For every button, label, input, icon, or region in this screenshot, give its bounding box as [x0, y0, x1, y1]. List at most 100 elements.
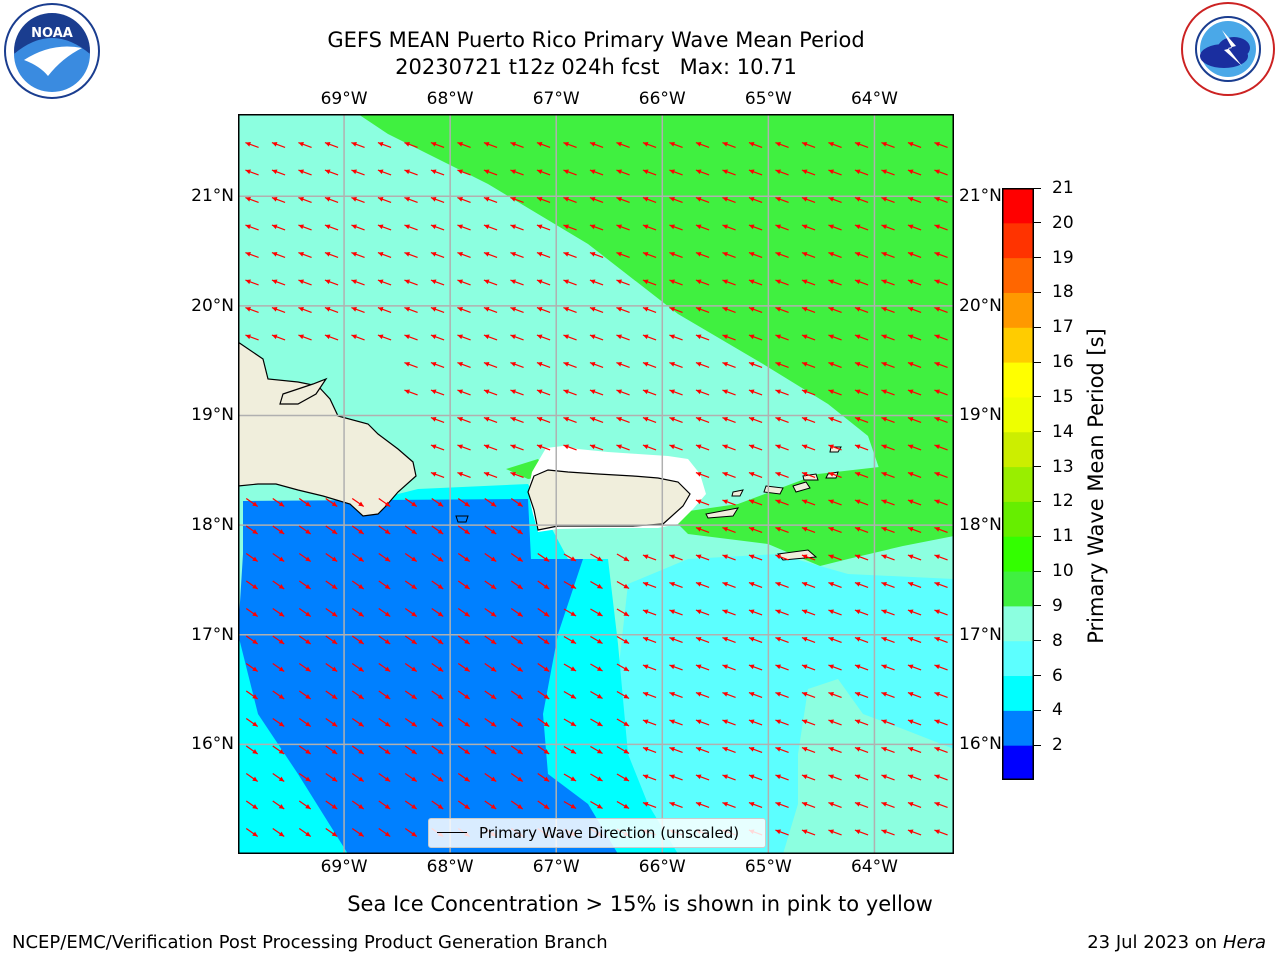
- wave-arrow: [828, 664, 842, 671]
- wave-arrow: [616, 224, 630, 231]
- wave-arrow: [536, 197, 551, 203]
- wave-arrow: [748, 279, 763, 286]
- wave-arrow: [907, 279, 922, 286]
- wave-arrow: [563, 307, 577, 313]
- colorbar-band: [1002, 745, 1034, 780]
- wave-arrow: [722, 609, 736, 616]
- lon-label-bottom: 68°W: [426, 857, 474, 877]
- wave-arrow: [775, 307, 789, 313]
- wave-arrow: [881, 692, 895, 698]
- wave-arrow: [404, 552, 418, 563]
- wave-arrow: [298, 252, 312, 258]
- wave-arrow: [378, 552, 391, 563]
- wave-arrow: [907, 334, 922, 341]
- wave-arrow: [642, 279, 657, 286]
- colorbar-tick-label: 20: [1052, 212, 1074, 233]
- wave-arrow: [616, 580, 630, 590]
- wave-arrow: [510, 307, 524, 313]
- wave-arrow: [616, 444, 630, 451]
- colorbar-band: [1002, 675, 1034, 711]
- wave-arrow: [616, 635, 630, 645]
- wave-arrow: [801, 252, 816, 258]
- wave-arrow: [854, 169, 869, 176]
- colorbar-tick-mark: [1034, 640, 1041, 642]
- wave-arrow: [934, 692, 948, 698]
- wave-arrow: [589, 169, 604, 176]
- wave-arrow: [695, 417, 710, 423]
- wave-arrow: [616, 417, 630, 423]
- wave-arrow: [537, 552, 550, 563]
- wave-arrow: [854, 142, 869, 148]
- wave-arrow: [536, 142, 551, 148]
- lon-label-bottom: 69°W: [320, 857, 368, 877]
- wave-arrow: [669, 802, 683, 808]
- wave-arrow: [828, 527, 842, 533]
- wave-arrow: [590, 690, 603, 700]
- wave-arrow: [934, 142, 948, 148]
- wave-arrow: [404, 497, 418, 508]
- wave-arrow: [695, 389, 710, 396]
- wave-arrow: [828, 774, 842, 781]
- chart-title-line1: GEFS MEAN Puerto Rico Primary Wave Mean …: [327, 28, 865, 52]
- wave-arrow: [801, 719, 816, 726]
- wave-arrow: [404, 827, 418, 838]
- wave-arrow: [907, 499, 922, 506]
- wave-arrow: [881, 829, 895, 836]
- wave-arrow: [775, 444, 789, 451]
- wave-arrow: [537, 690, 550, 700]
- wave-arrow: [377, 279, 392, 286]
- wave-arrow: [325, 580, 338, 590]
- wave-arrow: [563, 608, 577, 617]
- wave-arrow: [324, 197, 339, 203]
- wave-arrow: [934, 472, 948, 478]
- wave-arrow: [828, 417, 842, 423]
- lon-label-top: 68°W: [426, 89, 474, 109]
- wave-arrow: [457, 635, 471, 645]
- wave-arrow: [801, 334, 816, 341]
- wave-arrow: [563, 224, 577, 231]
- wave-arrow: [271, 279, 286, 286]
- wave-arrow: [245, 334, 259, 341]
- wave-period-map: [238, 114, 954, 854]
- wave-arrow: [881, 499, 895, 506]
- wave-arrow: [907, 774, 922, 781]
- wave-arrow: [722, 692, 736, 698]
- wave-arrow: [748, 362, 763, 368]
- nws-logo: [1181, 2, 1275, 96]
- wave-arrow: [695, 692, 710, 698]
- wave-arrow: [642, 664, 657, 671]
- wave-arrow: [272, 552, 285, 563]
- wave-arrow: [722, 499, 736, 506]
- colorbar-band: [1002, 466, 1034, 502]
- wave-arrow: [537, 745, 550, 755]
- wave-arrow: [669, 664, 683, 671]
- wave-arrow: [510, 717, 524, 728]
- wave-arrow: [430, 307, 445, 313]
- colorbar: [1002, 188, 1034, 780]
- wave-arrow: [934, 747, 948, 753]
- wave-arrow: [775, 417, 789, 423]
- wave-arrow: [378, 607, 391, 618]
- wave-arrow: [324, 224, 339, 231]
- wave-arrow: [907, 664, 922, 671]
- wave-arrow: [669, 169, 683, 176]
- wave-arrow: [589, 224, 604, 231]
- wave-arrow: [854, 527, 869, 533]
- wave-arrow: [590, 800, 603, 810]
- wave-arrow: [881, 582, 895, 588]
- wave-arrow: [616, 718, 630, 727]
- wave-arrow: [801, 582, 816, 588]
- wave-arrow: [616, 663, 630, 672]
- wave-arrow: [298, 224, 312, 231]
- wave-arrow: [828, 252, 842, 258]
- wave-arrow: [934, 499, 948, 506]
- footer-right: 23 Jul 2023 on Hera: [1087, 932, 1266, 954]
- wave-arrow: [907, 582, 922, 588]
- colorbar-band: [1002, 501, 1034, 537]
- wave-arrow: [298, 142, 312, 148]
- wave-arrow: [377, 307, 392, 313]
- wave-arrow: [669, 582, 683, 588]
- wave-arrow: [695, 582, 710, 588]
- wave-arrow: [272, 525, 285, 535]
- wave-arrow: [245, 800, 259, 810]
